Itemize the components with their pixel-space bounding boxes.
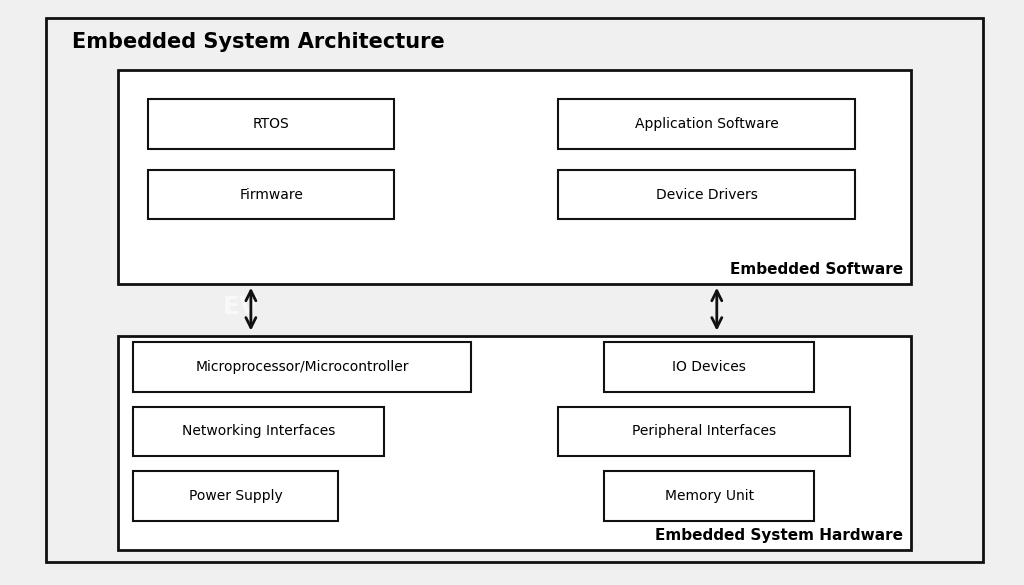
Text: Embedded System Hardware: Embedded System Hardware <box>655 528 903 543</box>
Text: EV: EV <box>222 295 259 319</box>
Bar <box>133 407 384 456</box>
Text: Microprocessor/Microcontroller: Microprocessor/Microcontroller <box>196 360 409 374</box>
Text: RTOS: RTOS <box>253 118 290 131</box>
Bar <box>118 70 911 284</box>
Text: Memory Unit: Memory Unit <box>665 489 754 503</box>
Text: Networking Interfaces: Networking Interfaces <box>182 425 335 438</box>
Bar <box>558 170 855 219</box>
Text: Firmware: Firmware <box>240 188 303 201</box>
Text: Peripheral Interfaces: Peripheral Interfaces <box>632 425 776 438</box>
Text: Embedded Software: Embedded Software <box>730 261 903 277</box>
Text: Embedded System Architecture: Embedded System Architecture <box>72 32 444 52</box>
Bar <box>133 342 471 392</box>
Text: Device Drivers: Device Drivers <box>655 188 758 201</box>
Bar <box>148 170 394 219</box>
Bar <box>558 99 855 149</box>
Bar <box>604 342 814 392</box>
Bar <box>118 336 911 550</box>
Bar <box>148 99 394 149</box>
Text: Electrical Vani: Electrical Vani <box>425 294 640 323</box>
Text: IO Devices: IO Devices <box>672 360 746 374</box>
Bar <box>133 471 338 521</box>
Text: Power Supply: Power Supply <box>188 489 283 503</box>
Bar <box>604 471 814 521</box>
Text: Application Software: Application Software <box>635 118 778 131</box>
Circle shape <box>184 275 297 339</box>
Bar <box>558 407 850 456</box>
